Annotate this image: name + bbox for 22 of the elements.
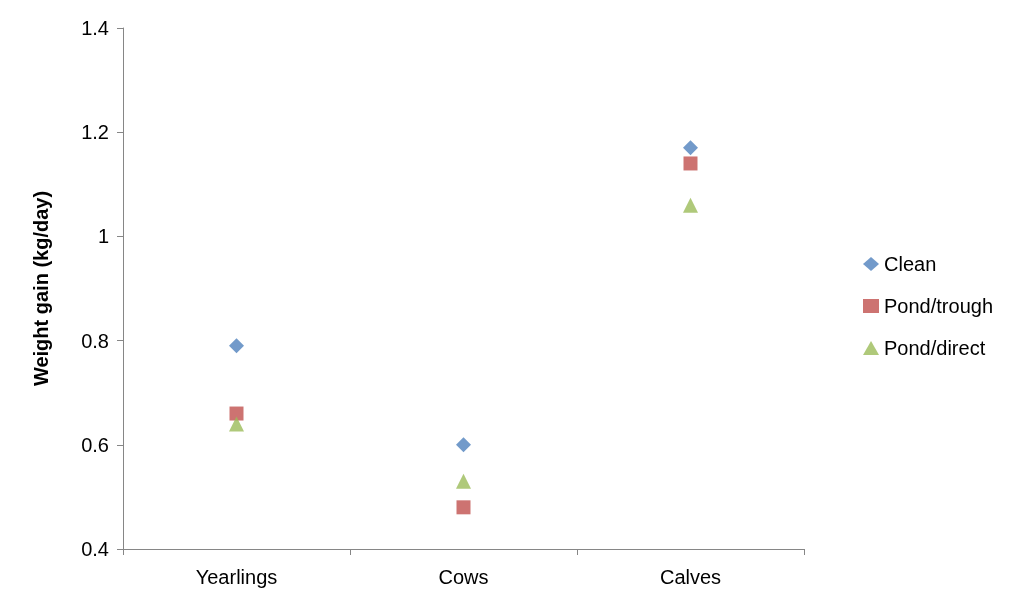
point xyxy=(229,416,244,432)
y-tick-label: 0.4 xyxy=(81,538,109,560)
x-tick-label: Cows xyxy=(438,566,489,588)
point xyxy=(229,338,244,354)
point xyxy=(456,473,471,489)
y-axis-title: Weight gain (kg/day) xyxy=(30,190,52,387)
y-tick-label: 1.4 xyxy=(81,17,109,39)
point xyxy=(456,500,471,515)
legend-label: Clean xyxy=(884,253,937,275)
point xyxy=(683,156,698,171)
y-tick-label: 1 xyxy=(97,225,109,248)
x-tick-label: Calves xyxy=(659,566,722,588)
legend-label: Pond/trough xyxy=(884,295,994,317)
y-tick-label: 0.6 xyxy=(81,433,109,456)
point xyxy=(683,140,698,156)
x-tick-label: Yearlings xyxy=(195,566,278,588)
y-tick-label: 0.8 xyxy=(81,329,109,352)
point xyxy=(229,406,244,421)
point xyxy=(456,437,471,453)
y-tick-label: 1.2 xyxy=(81,121,109,144)
legend-label: Pond/direct xyxy=(884,337,986,359)
point xyxy=(683,197,698,213)
